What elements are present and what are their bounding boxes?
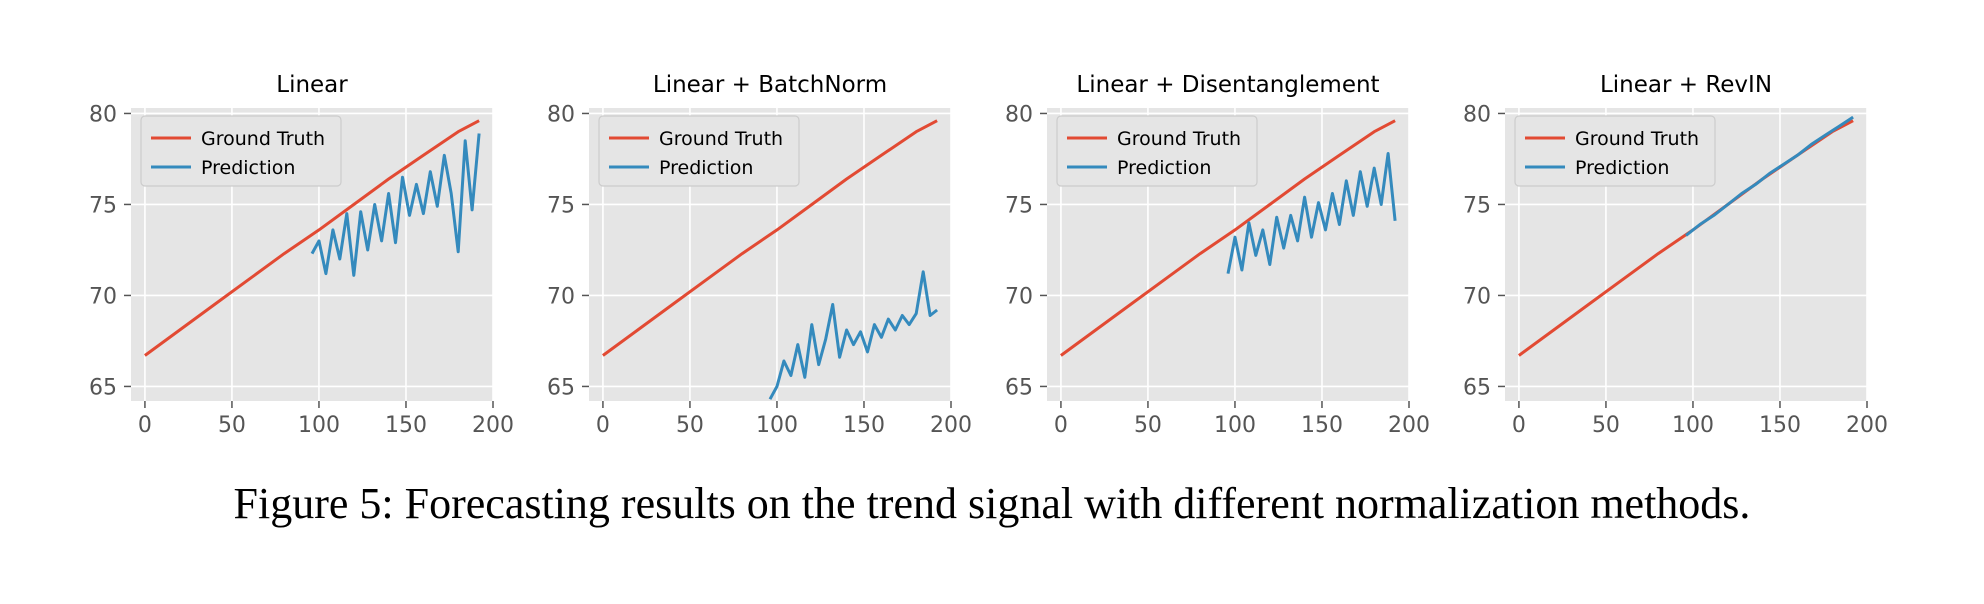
x-tick-label: 50 [1134, 413, 1162, 438]
chart-title: Linear + RevIN [1600, 72, 1772, 98]
chart-title: Linear [276, 72, 348, 98]
y-tick-label: 70 [89, 284, 117, 309]
x-tick-label: 150 [385, 413, 427, 438]
series-line-prediction [1226, 152, 1397, 274]
series-line-ground-truth [1060, 119, 1396, 357]
chart-panel-3: 0 50 100 150 200 65 70 75 80 Linear + Disentangle… [1005, 72, 1430, 438]
x-tick-label: 0 [138, 413, 152, 438]
y-tick-label: 80 [1005, 102, 1033, 127]
x-tick-label: 150 [843, 413, 885, 438]
legend-label: Prediction [201, 157, 295, 179]
x-tick-label: 100 [1214, 413, 1256, 438]
series-line-ground-truth [602, 119, 938, 357]
x-tick-label: 200 [1846, 413, 1888, 438]
x-tick-label: 0 [1512, 413, 1526, 438]
chart-title: Linear + BatchNorm [653, 72, 887, 98]
series-line-prediction [310, 133, 481, 277]
x-tick-label: 100 [298, 413, 340, 438]
y-tick-label: 80 [89, 102, 117, 127]
y-tick-label: 70 [547, 284, 575, 309]
y-tick-label: 75 [547, 193, 575, 218]
y-tick-label: 70 [1463, 284, 1491, 309]
y-tick-label: 80 [547, 102, 575, 127]
y-tick-label: 65 [1005, 375, 1033, 400]
x-tick-label: 200 [472, 413, 514, 438]
chart-title: Linear + Disentanglement [1076, 72, 1379, 98]
y-tick-label: 75 [89, 193, 117, 218]
y-tick-label: 65 [89, 375, 117, 400]
chart-panel-4: 0 50 100 150 200 65 70 75 80 Linear + RevIN Ground… [1463, 72, 1888, 438]
x-tick-label: 200 [930, 413, 972, 438]
x-tick-label: 100 [1672, 413, 1714, 438]
legend-label: Ground Truth [201, 128, 325, 150]
legend-label: Prediction [659, 157, 753, 179]
legend-label: Prediction [1117, 157, 1211, 179]
x-tick-label: 0 [1054, 413, 1068, 438]
y-tick-label: 65 [1463, 375, 1491, 400]
y-tick-label: 65 [547, 375, 575, 400]
y-tick-label: 75 [1005, 193, 1033, 218]
x-tick-label: 50 [1592, 413, 1620, 438]
series-line-prediction [1685, 115, 1854, 237]
x-tick-label: 50 [218, 413, 246, 438]
chart-panel-1: 0 50 100 150 200 65 70 75 80 Linear Ground Truth Pr… [89, 72, 514, 438]
series-line-prediction [768, 270, 939, 400]
series-line-ground-truth [144, 119, 480, 357]
legend-label: Ground Truth [659, 128, 783, 150]
x-tick-label: 150 [1759, 413, 1801, 438]
y-tick-label: 70 [1005, 284, 1033, 309]
figure-caption: Figure 5: Forecasting results on the tre… [233, 479, 1751, 528]
x-tick-label: 50 [676, 413, 704, 438]
x-tick-label: 150 [1301, 413, 1343, 438]
legend-label: Prediction [1575, 157, 1669, 179]
chart-panel-2: 0 50 100 150 200 65 70 75 80 Linear + BatchNorm Gr… [547, 72, 972, 438]
legend-label: Ground Truth [1117, 128, 1241, 150]
y-tick-label: 75 [1463, 193, 1491, 218]
y-tick-label: 80 [1463, 102, 1491, 127]
legend-label: Ground Truth [1575, 128, 1699, 150]
x-tick-label: 0 [596, 413, 610, 438]
x-tick-label: 100 [756, 413, 798, 438]
x-tick-label: 200 [1388, 413, 1430, 438]
